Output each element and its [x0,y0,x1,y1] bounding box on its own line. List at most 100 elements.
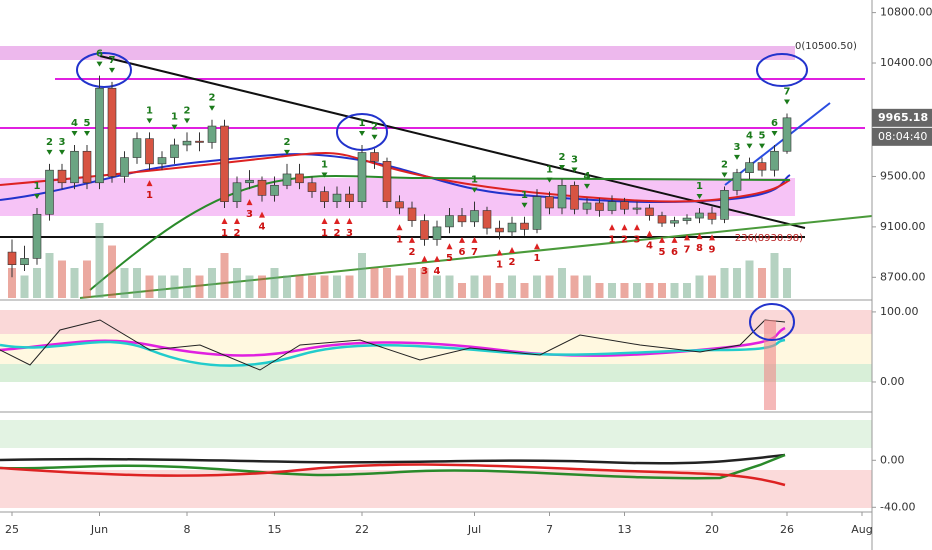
td-arrow [571,167,578,173]
candle-body [145,138,154,165]
td-arrow [584,183,590,189]
candle-body [332,193,342,202]
candle-body [532,196,542,230]
volume-bar [420,268,429,298]
x-tick-label: 26 [780,523,794,536]
highlight-circle [756,53,808,87]
candle-body [520,222,529,230]
td-arrow [471,236,478,243]
td-arrow [509,246,515,253]
candle-body [395,201,404,209]
volume-bar [445,275,454,298]
td-count: 1 [396,234,403,245]
volume-bar [483,275,491,298]
volume-bar [695,275,704,298]
td-count: 6 [459,247,466,258]
volume-bar [558,268,566,298]
oscillator-line [0,319,786,371]
td-count: 2 [46,137,53,148]
candle-body [620,201,629,210]
td-arrow [146,180,153,187]
y-tick-label: 9500.00 [880,169,926,182]
candle-body [157,157,167,165]
candle-body [70,150,79,184]
td-arrow [209,105,215,111]
candle-body [407,207,417,221]
td-arrow [434,255,440,262]
fib-label: 236(8930.98) [735,233,803,244]
candle-body [595,202,604,211]
volume-bar [208,268,216,298]
candle-body [482,210,492,229]
td-count: 7 [684,244,691,255]
volume-bar [520,283,529,298]
volume-bar [783,268,791,298]
td-count: 2 [334,228,341,239]
td-arrow [621,224,628,231]
volume-bar [570,275,579,298]
y-tick-label: 0.00 [880,375,905,388]
candle-body [732,172,742,191]
td-count: 2 [509,257,516,268]
x-tick-label: 20 [705,523,719,536]
x-tick-label: 8 [184,523,191,536]
candle-body [432,226,442,240]
candle-body [295,173,304,184]
positive-band [0,420,872,448]
candle-body [270,184,279,196]
candle-body [695,212,704,219]
candle-body [82,150,92,184]
td-count: 5 [759,131,766,142]
td-count: 1 [34,181,41,192]
resistance-band [0,46,795,60]
volume-bar [408,268,416,298]
y-tick-label: 100.00 [880,305,919,318]
td-arrow [409,236,415,243]
volume-bar [320,275,329,298]
volume-bar [358,253,366,298]
td-count: 5 [446,253,453,264]
candle-body [782,117,792,152]
trend-line [99,55,806,229]
candle-body [232,182,242,202]
td-count: 6 [671,247,678,258]
volume-bar [8,268,16,298]
volume-bar [508,275,516,298]
td-count: 1 [546,165,553,176]
candle-body [107,87,117,177]
candle-body [420,220,429,240]
td-arrow [96,61,103,67]
td-arrow [746,143,753,149]
td-count: 1 [534,253,541,264]
volume-bar [145,275,154,298]
oscillator-line [0,338,786,367]
td-arrow [496,249,503,256]
td-count: 2 [721,160,728,171]
td-arrow [34,193,40,199]
candle-body [220,125,229,202]
td-arrow [221,217,228,224]
td-count: 3 [421,266,428,277]
td-arrow [521,202,528,208]
volume-bar [633,283,641,298]
td-arrow [321,217,328,224]
volume-bar [770,253,779,298]
td-arrow [321,172,328,178]
y-tick-label: -40.00 [880,500,915,513]
td-arrow [371,134,378,140]
candle-body [582,202,592,210]
td-arrow [109,67,115,73]
volume-bar [245,275,254,298]
volume-bar [595,283,604,298]
td-count: 2 [559,152,566,163]
candle-body [207,125,217,143]
td-count: 4 [434,266,441,277]
td-arrow [396,224,403,231]
td-arrow [684,234,690,241]
volume-bar [333,275,341,298]
td-arrow [146,118,153,124]
td-arrow [71,130,78,136]
td-arrow [646,230,653,237]
candle-body [645,207,654,216]
